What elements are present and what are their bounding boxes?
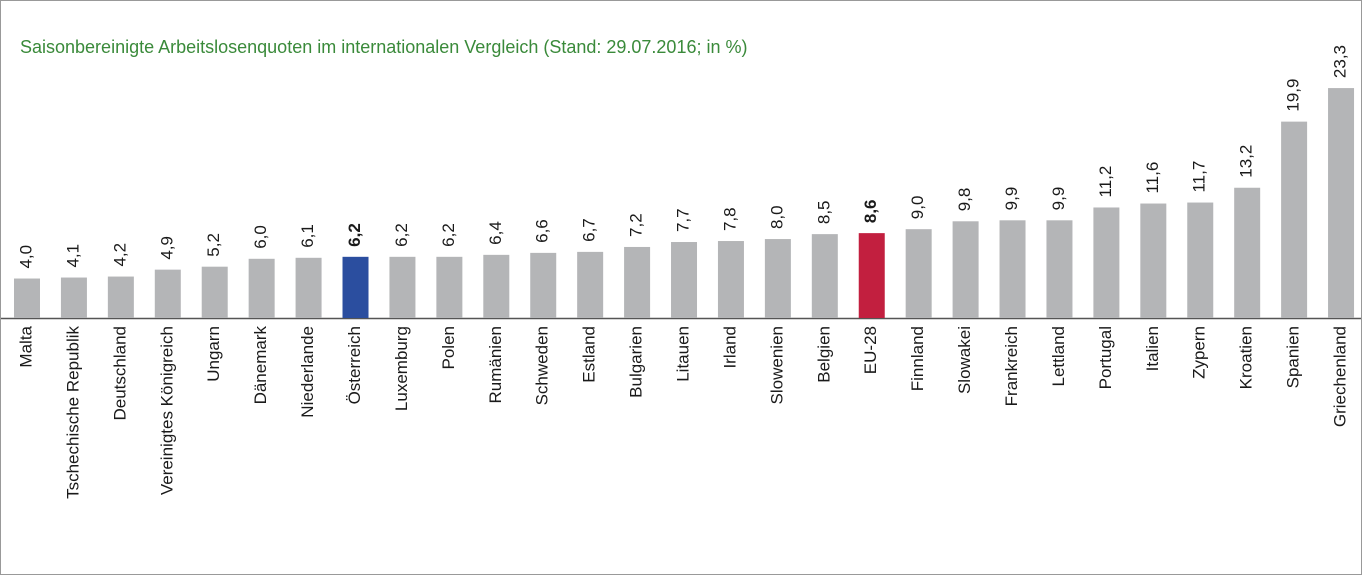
value-label: 6,2 (345, 223, 364, 247)
bar (1328, 88, 1355, 319)
x-tick-label: Zypern (1190, 326, 1209, 379)
value-label: 8,0 (767, 205, 786, 229)
bar (717, 241, 744, 318)
value-label: 4,9 (157, 236, 176, 260)
bar (295, 257, 322, 318)
bar (811, 234, 838, 318)
bar (483, 254, 510, 318)
x-tick-label: Kroatien (1237, 326, 1256, 389)
x-tick-label: Irland (720, 326, 739, 369)
x-tick-label: Estland (580, 326, 599, 383)
x-tick-label: Italien (1143, 326, 1162, 371)
x-tick-label: Dänemark (251, 326, 270, 405)
x-tick-label: Malta (16, 325, 35, 367)
x-tick-label: EU-28 (861, 326, 880, 374)
value-label: 23,3 (1331, 45, 1350, 78)
bar (107, 276, 134, 318)
value-label: 7,8 (720, 207, 739, 231)
bar (530, 252, 557, 318)
value-label: 5,2 (204, 233, 223, 257)
bar (154, 269, 181, 318)
bar (624, 246, 651, 318)
bar (389, 256, 416, 318)
bar (671, 242, 698, 318)
value-label: 6,4 (486, 221, 505, 245)
x-tick-label: Deutschland (110, 326, 129, 421)
bar (858, 233, 885, 318)
x-tick-label: Rumänien (486, 326, 505, 404)
value-label: 11,7 (1190, 161, 1209, 193)
bar (60, 277, 87, 318)
value-label: 9,9 (1002, 187, 1021, 211)
x-tick-label: Lettland (1049, 326, 1068, 387)
x-tick-label: Portugal (1096, 326, 1115, 389)
bar (764, 239, 791, 318)
value-label: 6,0 (251, 225, 270, 249)
bar (1234, 187, 1261, 318)
value-label: 4,1 (63, 244, 82, 268)
x-tick-label: Finnland (908, 326, 927, 391)
value-label: 19,9 (1284, 79, 1303, 112)
value-label: 9,0 (908, 196, 927, 220)
bar (1046, 220, 1073, 318)
x-tick-label: Griechenland (1331, 326, 1350, 427)
bar (248, 258, 275, 318)
x-tick-label: Österreich (345, 326, 364, 404)
bar (577, 251, 604, 318)
x-tick-label: Schweden (533, 326, 552, 405)
value-label: 9,8 (955, 188, 974, 212)
x-tick-label: Niederlande (298, 326, 317, 418)
value-label: 6,2 (439, 223, 458, 247)
x-tick-label: Luxemburg (392, 326, 411, 411)
bar (1187, 202, 1214, 318)
bar (436, 256, 463, 318)
x-tick-label: Spanien (1284, 326, 1303, 388)
value-label: 8,5 (814, 200, 833, 224)
x-tick-label: Tschechische Republik (63, 326, 82, 499)
bar (201, 266, 228, 318)
value-label: 6,1 (298, 224, 317, 248)
x-tick-label: Litauen (674, 326, 693, 382)
value-label: 4,0 (16, 245, 35, 269)
x-tick-label: Bulgarien (627, 326, 646, 398)
x-tick-label: Slowenien (767, 326, 786, 404)
bar (342, 256, 369, 318)
value-label: 11,2 (1096, 166, 1115, 198)
value-label: 6,2 (392, 223, 411, 247)
bar (14, 278, 40, 318)
bar (952, 221, 979, 318)
bar (999, 220, 1026, 318)
value-label: 7,2 (627, 213, 646, 237)
x-tick-label: Ungarn (204, 326, 223, 382)
value-label: 7,7 (674, 208, 693, 232)
x-tick-label: Polen (439, 326, 458, 369)
bar (1281, 121, 1308, 318)
value-label: 6,7 (580, 218, 599, 242)
bar (905, 229, 932, 318)
bar (1140, 203, 1167, 318)
value-label: 4,2 (110, 243, 129, 267)
value-label: 8,6 (861, 199, 880, 223)
chart-title: Saisonbereinigte Arbeitslosenquoten im i… (20, 37, 747, 57)
x-tick-label: Vereinigtes Königreich (157, 326, 176, 495)
value-label: 9,9 (1049, 187, 1068, 211)
x-tick-label: Slowakei (955, 326, 974, 394)
x-tick-label: Belgien (814, 326, 833, 383)
bar (1093, 207, 1120, 318)
value-label: 6,6 (533, 219, 552, 243)
x-tick-label: Frankreich (1002, 326, 1021, 406)
value-label: 13,2 (1237, 145, 1256, 178)
value-label: 11,6 (1143, 162, 1162, 194)
